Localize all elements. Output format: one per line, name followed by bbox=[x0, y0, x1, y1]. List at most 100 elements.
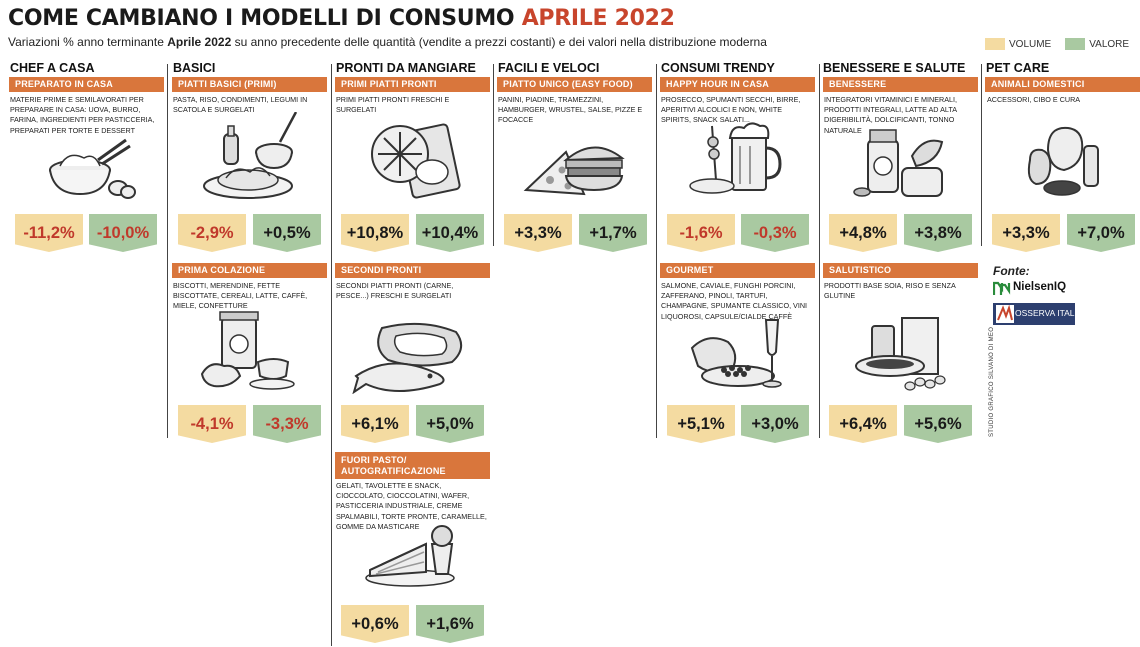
volume-badge: +6,1% bbox=[341, 405, 409, 443]
column-title: BENESSERE E SALUTE bbox=[823, 61, 966, 75]
nielsen-mark-icon bbox=[993, 281, 1011, 295]
beer-mug-icon bbox=[689, 122, 782, 194]
segment-bar: SECONDI PRONTI bbox=[335, 263, 490, 278]
volume-badge: +6,4% bbox=[829, 405, 897, 443]
valore-value: -10,0% bbox=[96, 224, 150, 242]
valore-badge: +3,8% bbox=[904, 214, 972, 252]
valore-badge: +0,5% bbox=[253, 214, 321, 252]
volume-value: +0,6% bbox=[351, 615, 399, 633]
soy-bowl-icon bbox=[855, 317, 946, 391]
column-title: BASICI bbox=[173, 61, 216, 75]
valore-value: -0,3% bbox=[753, 224, 797, 242]
volume-value: +6,4% bbox=[839, 415, 887, 433]
subtitle-post: su anno precedente delle quantità (vendi… bbox=[231, 35, 767, 49]
volume-value: -2,9% bbox=[190, 224, 234, 242]
valore-badge: +10,4% bbox=[416, 214, 484, 252]
valore-badge: -10,0% bbox=[89, 214, 157, 252]
salmon-champagne-icon bbox=[690, 319, 782, 388]
valore-value: +7,0% bbox=[1077, 224, 1125, 242]
column-title: CONSUMI TRENDY bbox=[661, 61, 775, 75]
volume-badge: +4,8% bbox=[829, 214, 897, 252]
valore-value: -3,3% bbox=[265, 415, 309, 433]
column-title: CHEF A CASA bbox=[10, 61, 95, 75]
valore-value: +1,6% bbox=[426, 615, 474, 633]
segment-bar: PRIMI PIATTI PRONTI bbox=[335, 77, 490, 92]
legend-valore: VALORE bbox=[1065, 38, 1129, 50]
legend-volume: VOLUME bbox=[985, 38, 1051, 50]
volume-value: +10,8% bbox=[346, 224, 404, 242]
segment-bar: PIATTI BASICI (PRIMI) bbox=[172, 77, 327, 92]
volume-value: +6,1% bbox=[351, 415, 399, 433]
segment-description: PRODOTTI BASE SOIA, RISO E SENZA GLUTINE bbox=[824, 281, 956, 301]
cake-slice-icon bbox=[365, 525, 455, 587]
credit: STUDIO GRAFICO SILVANO DI MEO bbox=[989, 326, 995, 437]
title-accent: APRILE 2022 bbox=[521, 6, 675, 31]
segment-bar: PIATTO UNICO (EASY FOOD) bbox=[497, 77, 652, 92]
page-title: COME CAMBIANO I MODELLI DI CONSUMO APRIL… bbox=[8, 6, 675, 31]
volume-badge: -1,6% bbox=[667, 214, 735, 252]
segment-description: SECONDI PIATTI PRONTI (CARNE, PESCE...) … bbox=[336, 281, 454, 301]
segment-description: ACCESSORI, CIBO E CURA bbox=[987, 95, 1081, 104]
volume-value: +4,8% bbox=[839, 224, 887, 242]
column-separator bbox=[167, 64, 168, 438]
volume-badge: +3,3% bbox=[992, 214, 1060, 252]
subtitle-bold: Aprile 2022 bbox=[167, 35, 232, 49]
volume-badge: +3,3% bbox=[504, 214, 572, 252]
meat-fish-icon bbox=[352, 322, 463, 394]
volume-badge: +10,8% bbox=[341, 214, 409, 252]
valore-value: +5,6% bbox=[914, 415, 962, 433]
segment-description: PROSECCO, SPUMANTI SECCHI, BIRRE, APERIT… bbox=[661, 95, 801, 125]
segment-bar: HAPPY HOUR IN CASA bbox=[660, 77, 815, 92]
volume-value: -1,6% bbox=[679, 224, 723, 242]
volume-value: -4,1% bbox=[190, 415, 234, 433]
osserva-logo: OSSERVA ITALIA bbox=[993, 303, 1083, 325]
legend-valore-swatch bbox=[1065, 38, 1086, 50]
legend-volume-swatch bbox=[985, 38, 1005, 50]
subtitle-pre: Variazioni % anno terminante bbox=[8, 35, 168, 49]
segment-description: GELATI, TAVOLETTE E SNACK, CIOCCOLATO, C… bbox=[336, 481, 487, 531]
breakfast-jar-coffee-icon bbox=[200, 311, 295, 390]
segment-description: INTEGRATORI VITAMINICI E MINERALI, PRODO… bbox=[824, 95, 957, 135]
column-title: FACILI E VELOCI bbox=[498, 61, 600, 75]
valore-badge: +5,6% bbox=[904, 405, 972, 443]
legend: VOLUME VALORE bbox=[985, 38, 1129, 50]
column-title: PRONTI DA MANGIARE bbox=[336, 61, 476, 75]
valore-value: +0,5% bbox=[263, 224, 311, 242]
legend-volume-label: VOLUME bbox=[1009, 38, 1052, 50]
pets-icon bbox=[1027, 126, 1099, 196]
segment-bar: GOURMET bbox=[660, 263, 815, 278]
valore-badge: +5,0% bbox=[416, 405, 484, 443]
segment-description: PRIMI PIATTI PRONTI FRESCHI E SURGELATI bbox=[336, 95, 450, 115]
valore-value: +5,0% bbox=[426, 415, 474, 433]
nielsen-name: NielsenIQ bbox=[1013, 281, 1067, 293]
volume-badge: -4,1% bbox=[178, 405, 246, 443]
volume-badge: +0,6% bbox=[341, 605, 409, 643]
subtitle: Variazioni % anno terminante Aprile 2022… bbox=[8, 35, 767, 49]
pizza-burger-icon bbox=[523, 146, 625, 196]
column-separator bbox=[331, 64, 332, 646]
supplements-icon bbox=[853, 129, 944, 197]
valore-badge: -0,3% bbox=[741, 214, 809, 252]
volume-value: +3,3% bbox=[1002, 224, 1050, 242]
legend-valore-label: VALORE bbox=[1089, 38, 1130, 50]
volume-badge: +5,1% bbox=[667, 405, 735, 443]
valore-value: +3,0% bbox=[751, 415, 799, 433]
valore-badge: -3,3% bbox=[253, 405, 321, 443]
valore-value: +3,8% bbox=[914, 224, 962, 242]
valore-badge: +1,7% bbox=[579, 214, 647, 252]
volume-value: -11,2% bbox=[23, 224, 75, 242]
osserva-mark-icon bbox=[996, 305, 1014, 323]
osserva-name: OSSERVA ITALIA bbox=[1015, 308, 1083, 318]
segment-bar: FUORI PASTO/ AUTOGRATIFICAZIONE bbox=[335, 452, 490, 479]
segment-bar: PRIMA COLAZIONE bbox=[172, 263, 327, 278]
segment-description: PANINI, PIADINE, TRAMEZZINI, HAMBURGER, … bbox=[498, 95, 643, 125]
volume-value: +5,1% bbox=[677, 415, 725, 433]
source-label: Fonte: bbox=[993, 264, 1030, 278]
segment-description: SALMONE, CAVIALE, FUNGHI PORCINI, ZAFFER… bbox=[661, 281, 808, 321]
volume-badge: -11,2% bbox=[15, 214, 83, 252]
column-separator bbox=[819, 64, 820, 438]
valore-value: +1,7% bbox=[589, 224, 637, 242]
nielsen-logo: NielsenIQ bbox=[993, 279, 1079, 297]
valore-badge: +3,0% bbox=[741, 405, 809, 443]
segment-bar: SALUTISTICO bbox=[823, 263, 978, 278]
